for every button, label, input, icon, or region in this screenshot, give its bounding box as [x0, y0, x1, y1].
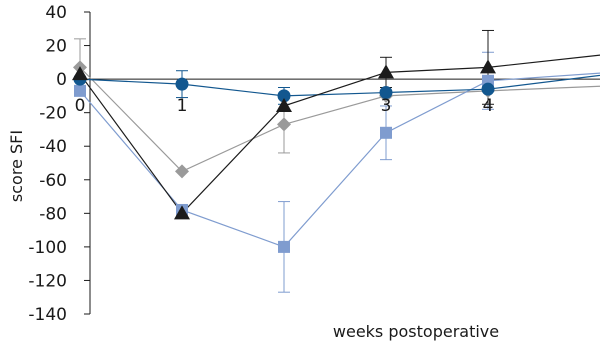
data-point-circle — [277, 89, 291, 103]
data-point-triangle — [276, 97, 292, 112]
data-point-circle — [379, 86, 393, 100]
series-line — [79, 54, 600, 215]
data-point-triangle — [174, 205, 190, 220]
x-axis-title: weeks postoperative — [333, 322, 499, 341]
data-point-triangle — [72, 66, 88, 81]
data-point-square — [380, 126, 392, 139]
y-tick-label: 20 — [45, 37, 67, 57]
x-tick-label: 0 — [75, 96, 86, 116]
x-tick-label: 1 — [177, 96, 188, 116]
y-tick-label: -140 — [28, 305, 67, 325]
series-line — [79, 74, 600, 97]
markers-layer — [72, 59, 496, 253]
y-tick-label: -80 — [39, 204, 67, 224]
data-point-triangle — [480, 59, 496, 74]
y-tick-label: 40 — [45, 3, 67, 23]
y-tick-label: -120 — [28, 271, 67, 291]
y-tick-label: -40 — [39, 137, 67, 157]
y-axis-title: score SFI — [7, 130, 26, 202]
x-tick-label: 3 — [381, 96, 392, 116]
y-tick-label: -60 — [39, 171, 67, 191]
series-lines-layer — [79, 54, 600, 248]
y-tick-label: 0 — [56, 70, 67, 90]
y-tick-label: -100 — [28, 238, 67, 258]
series-line — [79, 72, 600, 248]
data-point-diamond — [277, 117, 291, 132]
data-point-square — [278, 240, 290, 253]
data-point-circle — [175, 77, 189, 91]
y-tick-label: -20 — [39, 104, 67, 124]
x-tick-label: 4 — [483, 96, 494, 116]
data-point-circle — [481, 82, 495, 96]
x-tick-labels-layer: 0 1 3 4 — [75, 96, 494, 116]
data-point-diamond — [175, 164, 189, 179]
data-point-triangle — [378, 64, 394, 79]
series-line — [79, 66, 600, 173]
data-point-square — [74, 84, 86, 97]
